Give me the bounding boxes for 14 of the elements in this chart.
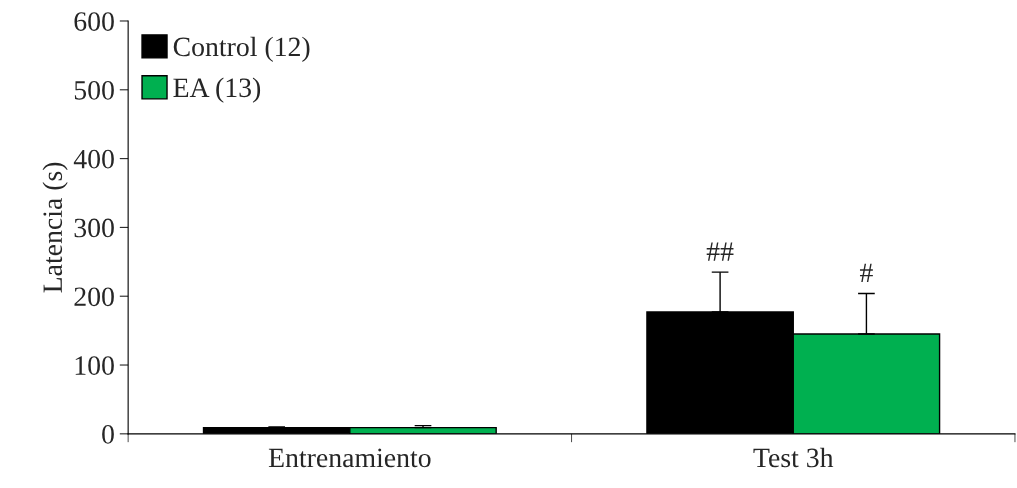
legend-label: Control (12) xyxy=(173,36,310,62)
y-tick-label: 200 xyxy=(74,287,114,307)
x-tick-label: Test 3h xyxy=(753,447,834,468)
legend-label: EA (13) xyxy=(173,77,261,103)
y-tick-label: 100 xyxy=(75,356,114,375)
y-tick-label: 500 xyxy=(74,80,114,100)
y-tick-label: 0 xyxy=(102,425,114,444)
y-tick-label: 400 xyxy=(73,149,114,169)
y-tick-label: 600 xyxy=(74,12,114,31)
annotation: # xyxy=(859,263,873,283)
x-tick-label: Entrenamiento xyxy=(268,448,431,468)
y-axis-title: Latencia (s) xyxy=(42,162,68,293)
y-tick-label: 300 xyxy=(74,218,114,238)
annotation: ## xyxy=(706,242,734,261)
